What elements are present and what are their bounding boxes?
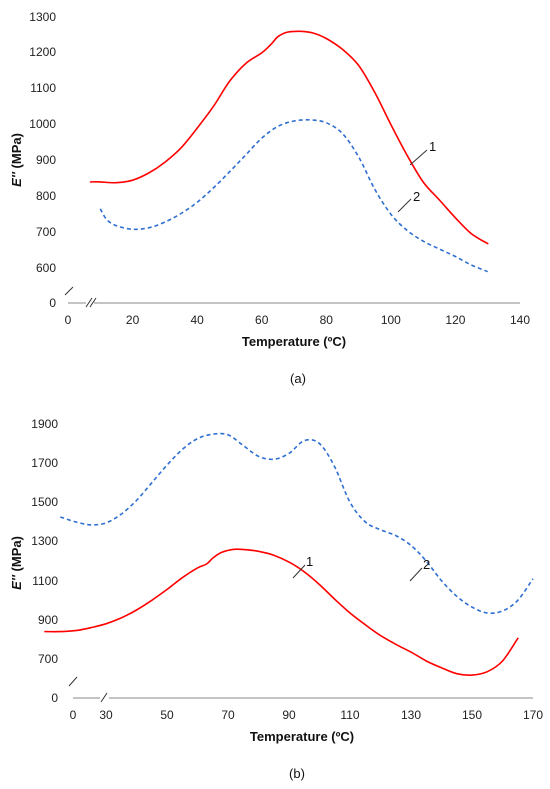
series-2-label: 2 xyxy=(413,189,420,204)
y-tick-label: 600 xyxy=(36,261,56,275)
x-tick-label: 110 xyxy=(340,708,359,722)
x-axis-break-mark xyxy=(89,297,97,308)
y-tick-label: 900 xyxy=(36,153,56,167)
x-axis-title: Temperature (ºC) xyxy=(242,334,346,349)
y-tick-label: 700 xyxy=(38,652,58,666)
series-2-leader xyxy=(397,198,412,213)
x-tick-label: 60 xyxy=(255,313,269,327)
axis-break-gap xyxy=(68,287,73,295)
y-axis-ticks: 0 600 700 800 900 1000 1100 1200 1300 xyxy=(29,10,56,310)
series-1-leader xyxy=(292,564,306,579)
x-tick-label: 150 xyxy=(462,708,482,722)
x-axis-ticks: 0 30 50 70 90 110 130 150 170 xyxy=(70,708,544,722)
series-group xyxy=(89,30,489,273)
y-axis-title-unit: (MPa) xyxy=(9,536,24,575)
series-1-leader xyxy=(409,149,428,166)
series-2-line xyxy=(60,432,534,615)
y-axis-title: E'' (MPa) xyxy=(9,133,24,187)
y-tick-label: 900 xyxy=(38,613,58,627)
series-2-line xyxy=(99,118,489,273)
y-tick-label: 1300 xyxy=(29,10,56,24)
y-tick-label: 1100 xyxy=(30,81,56,95)
x-tick-label: 50 xyxy=(160,708,174,722)
x-tick-label: 100 xyxy=(381,313,401,327)
x-tick-label: 170 xyxy=(523,708,543,722)
x-axis-ticks: 0 20 40 60 80 100 120 140 xyxy=(65,313,531,327)
y-axis-title-symbol: E'' xyxy=(9,574,24,590)
axis-break-gap xyxy=(100,693,109,703)
series-2-leader xyxy=(409,567,423,582)
x-tick-label: 70 xyxy=(221,708,235,722)
x-tick-label: 20 xyxy=(126,313,140,327)
y-tick-label: 0 xyxy=(51,691,58,705)
y-axis-title: E'' (MPa) xyxy=(9,536,24,590)
y-tick-label: 1300 xyxy=(31,534,58,548)
series-1-label: 1 xyxy=(306,554,313,569)
y-tick-label: 0 xyxy=(49,296,56,310)
series-2-label: 2 xyxy=(423,557,430,572)
x-axis-title: Temperature (ºC) xyxy=(250,729,354,744)
x-tick-label: 140 xyxy=(510,313,530,327)
x-tick-label: 130 xyxy=(401,708,421,722)
series-1-line xyxy=(44,548,519,676)
x-tick-label: 80 xyxy=(320,313,334,327)
x-tick-label: 120 xyxy=(445,313,465,327)
y-axis-title-unit: (MPa) xyxy=(9,133,24,172)
chart-panel-b: 0 700 900 1100 1300 1500 1700 1900 0 30 50 70 90 110… xyxy=(9,417,543,781)
x-axis-break-mark xyxy=(85,297,93,308)
x-axis-break-mark xyxy=(100,692,108,703)
y-tick-label: 1000 xyxy=(29,117,56,131)
y-tick-label: 700 xyxy=(36,225,56,239)
series-group xyxy=(44,432,534,676)
y-tick-label: 1100 xyxy=(32,574,58,588)
y-tick-label: 1200 xyxy=(29,45,56,59)
y-tick-label: 1900 xyxy=(31,417,58,431)
y-tick-label: 1700 xyxy=(31,456,58,470)
panel-label-a: (a) xyxy=(290,371,306,386)
y-axis-break-mark xyxy=(68,676,78,687)
x-tick-label: 90 xyxy=(282,708,296,722)
axis-break-gap xyxy=(86,298,94,308)
y-tick-label: 800 xyxy=(36,189,56,203)
series-1-label: 1 xyxy=(429,139,436,154)
y-axis-title-symbol: E'' xyxy=(9,171,24,187)
x-tick-label: 30 xyxy=(99,708,113,722)
y-axis-break-mark xyxy=(64,286,74,296)
x-tick-label: 40 xyxy=(190,313,204,327)
x-tick-label: 0 xyxy=(65,313,72,327)
panel-label-b: (b) xyxy=(289,766,305,781)
y-tick-label: 1500 xyxy=(31,495,58,509)
series-1-line xyxy=(89,30,489,245)
y-axis-ticks: 0 700 900 1100 1300 1500 1700 1900 xyxy=(31,417,58,705)
x-tick-label: 0 xyxy=(70,708,77,722)
